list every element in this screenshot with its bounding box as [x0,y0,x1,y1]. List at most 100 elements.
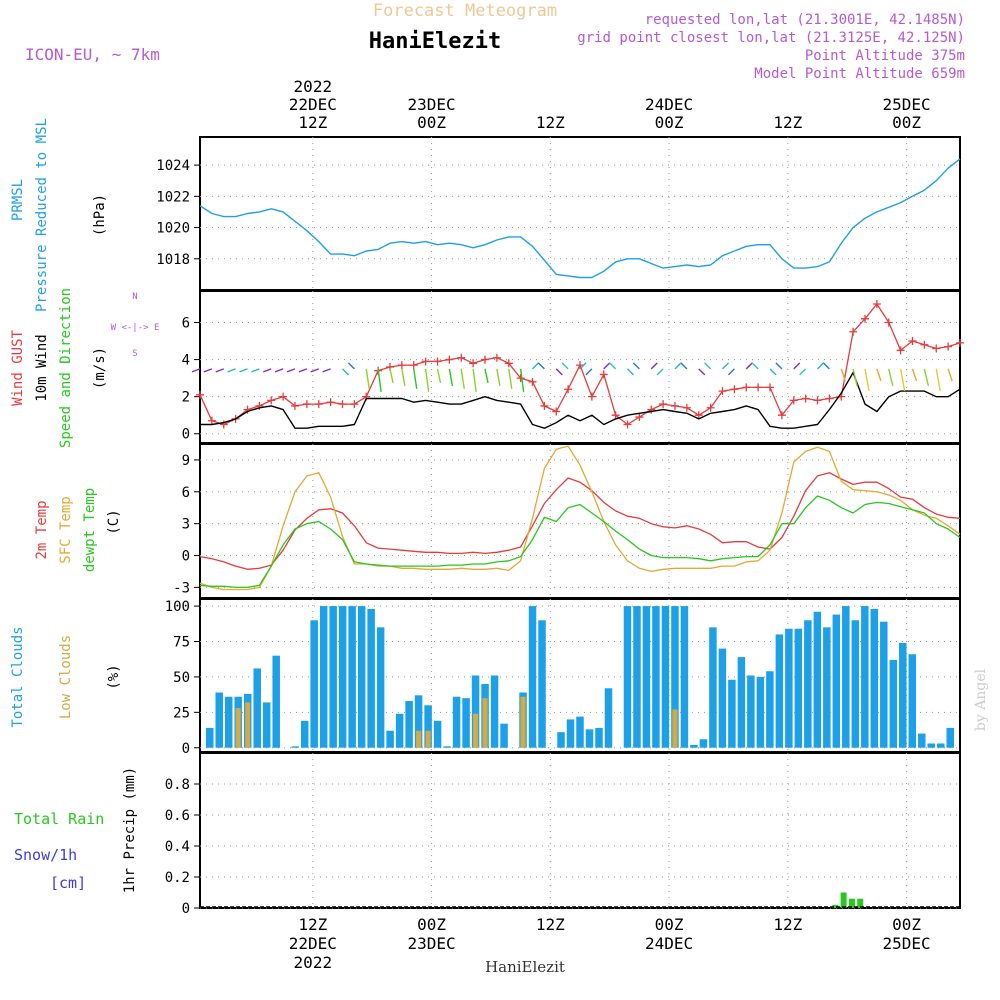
requested-coords: requested lon,lat (21.3001E, 42.1485N) [645,12,965,28]
wind-arrow [555,368,563,376]
gust-marker [552,407,561,416]
total-cloud-bar [747,675,755,748]
gust-marker [338,400,347,409]
y-tick-label: 1018 [156,252,190,268]
wind-arrow [769,368,777,376]
gust-marker [694,411,703,420]
snow-label: Snow/1h [14,846,77,864]
x-tick-label-bottom: 22DEC [289,934,337,953]
y-tick-label: 1022 [156,189,190,205]
wind-speed-line [200,371,961,429]
x-tick-label-top: 22DEC [289,95,337,114]
x-tick-label-bottom: 00Z [892,915,921,934]
y-tick-label: 0.8 [165,777,190,793]
model-label: ICON-EU, ~ 7km [25,45,160,64]
total-cloud-bar [880,621,888,748]
wind-arrow [508,368,513,389]
total-cloud-bar [652,606,660,748]
total-cloud-bar [671,606,679,748]
gust-marker [777,411,786,420]
gust-marker [861,314,869,323]
total-cloud-bar [357,606,366,748]
y-tick-label: 3 [182,517,190,533]
x-tick-label-bottom: 12Z [298,915,327,934]
wind-arrow [680,362,688,370]
wind-arrow [251,368,260,373]
temp2m-label: 2m Temp [34,500,50,559]
y-tick-label: 50 [173,670,190,686]
y-tick-label: 0.4 [165,839,190,855]
wind-arrow [864,368,870,391]
gust-marker [279,392,288,401]
total-cloud-bar [899,642,907,748]
x-tick-label-top: 25DEC [882,95,930,114]
gust-marker [789,396,798,405]
wind-arrow [923,368,930,387]
gust-marker [314,400,323,409]
wind-arrow [389,368,394,384]
total-cloud-bar [291,746,299,748]
y-tick-label: 6 [182,485,190,501]
temp-units: (C) [106,509,122,534]
total-cloud-bar [215,692,223,748]
total-cloud-bar [585,729,594,748]
gust-marker [896,346,905,355]
wind-arrow [561,362,569,370]
total-cloud-bar [785,628,793,748]
footer-location: HaniElezit [485,958,565,976]
rain-bar [857,898,864,908]
total-cloud-bar [538,620,546,748]
gust-marker [587,392,596,401]
wind-arrow [947,368,953,382]
x-tick-label-bottom: 12Z [773,915,802,934]
x-tick-label-bottom: 25DEC [882,934,930,953]
gust-marker [754,383,763,392]
total-cloud-bar [405,701,413,748]
wind-arrow [603,362,611,370]
total-cloud-bar [262,702,271,748]
total-cloud-bar [452,696,461,748]
x-tick-label-top: 12Z [298,113,327,132]
wind-dir-label: Speed and Direction [58,288,74,448]
low-cloud-bar [425,730,431,748]
wind-arrow [274,368,284,373]
wind-arrow [298,368,308,373]
gust-marker [219,420,228,429]
total-cloud-bar [300,720,309,748]
total-cloud-bar [319,606,328,748]
total-cloud-bar [642,606,651,748]
rain-label: Total Rain [14,810,104,828]
wind-arrow [310,368,319,373]
total-cloud-bar [946,727,954,748]
total-cloud-bar [851,620,860,748]
total-cloud-bar [690,744,698,748]
wind-arrow [365,368,370,389]
total-cloud-bar [376,627,385,748]
gust-marker [469,359,478,368]
total-cloud-bar [386,730,394,748]
total-cloud-bar [775,634,784,748]
x-tick-label-top: 12Z [536,113,565,132]
plot-layer: 1018 1020 1022 1024 0 2 4 6 -3 0 3 6 9 0 25 50 75 100 0 0.2… [156,77,964,972]
precip-units: 1hr Precip (mm) [122,767,138,893]
gust-marker [920,340,929,349]
total-cloud-bar [861,606,869,748]
low-cloud-bar [245,702,251,748]
wind-arrow [191,368,201,373]
wind-arrow [674,362,682,370]
gust-marker [255,401,264,410]
wind-arrow [704,362,712,370]
total-cloud-bar [272,655,280,748]
total-cloud-bar [908,654,917,748]
wind-arrow [239,368,248,373]
total-cloud-bar [471,675,480,748]
wind-arrow [401,368,406,386]
wind-arrow [519,368,525,392]
total-cloud-bar [576,716,584,748]
total-cloud-bar [699,739,708,748]
wind-arrow [472,368,477,392]
y-tick-label: 0 [182,427,190,443]
gust-marker [492,353,501,362]
gust-marker [291,401,299,410]
low-cloud-bar [235,708,241,748]
